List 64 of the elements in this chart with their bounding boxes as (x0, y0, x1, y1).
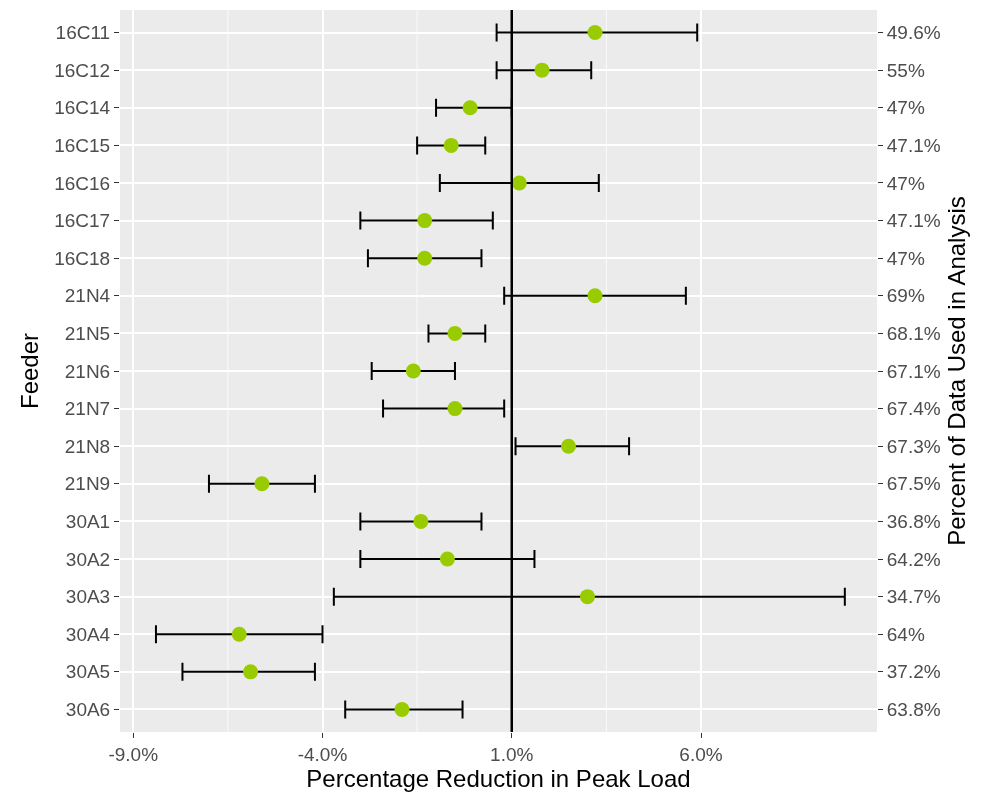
y2-tick-label: 67.3% (886, 435, 941, 457)
point (443, 137, 459, 153)
point (447, 401, 463, 417)
point (587, 288, 603, 304)
point (462, 100, 478, 116)
point (534, 62, 550, 78)
y2-axis-title: Percent of Data Used in Analysis (943, 196, 971, 546)
y-tick-label: 30A3 (65, 586, 111, 608)
point (439, 551, 455, 567)
y2-tick-label: 55% (886, 59, 925, 81)
y2-tick-label: 63.8% (886, 699, 941, 721)
y-tick-label: 21N5 (64, 323, 111, 345)
y-tick-label: 30A4 (65, 623, 111, 645)
y-tick-label: 21N8 (64, 435, 111, 457)
point (413, 513, 429, 529)
y2-tick-label: 67.5% (886, 473, 941, 495)
x-tick-label: -9.0% (108, 743, 159, 765)
y2-tick-label: 69% (886, 285, 925, 307)
point (587, 25, 603, 41)
point (405, 363, 421, 379)
y-axis-title: Feeder (16, 332, 44, 410)
y2-tick-label: 64% (886, 623, 925, 645)
point (417, 213, 433, 229)
y-tick-label: 21N4 (64, 285, 111, 307)
y2-tick-label: 34.7% (886, 586, 941, 608)
point (561, 438, 577, 454)
y2-tick-label: 47% (886, 247, 925, 269)
y-tick-label: 16C15 (54, 135, 111, 157)
y2-tick-label: 67.4% (886, 398, 941, 420)
y2-tick-label: 47.1% (886, 135, 941, 157)
point (394, 701, 410, 717)
x-tick-label: -4.0% (297, 743, 348, 765)
y-tick-label: 30A6 (65, 699, 111, 721)
point (579, 589, 595, 605)
y-tick-label: 21N6 (64, 360, 111, 382)
y-tick-label: 30A2 (65, 548, 111, 570)
y2-tick-label: 47% (886, 97, 925, 119)
point (447, 325, 463, 341)
point (417, 250, 433, 266)
y2-tick-label: 47.1% (886, 210, 941, 232)
y-tick-label: 16C12 (54, 59, 111, 81)
y2-tick-label: 68.1% (886, 323, 941, 345)
x-tick-label: 1.0% (490, 743, 534, 765)
y2-tick-label: 47% (886, 172, 925, 194)
y-tick-label: 30A5 (65, 661, 111, 683)
x-tick-label: 6.0% (679, 743, 723, 765)
y-tick-label: 21N7 (64, 398, 111, 420)
y2-tick-label: 64.2% (886, 548, 941, 570)
point (511, 175, 527, 191)
point (243, 664, 259, 680)
point (231, 626, 247, 642)
y-tick-label: 16C16 (54, 172, 111, 194)
y-tick-label: 16C11 (55, 22, 111, 44)
y2-tick-label: 49.6% (886, 22, 941, 44)
y2-tick-label: 37.2% (886, 661, 941, 683)
y2-tick-label: 36.8% (886, 511, 941, 533)
y-tick-label: 30A1 (65, 511, 111, 533)
y-tick-label: 16C17 (54, 210, 111, 232)
y-tick-label: 16C14 (54, 97, 111, 119)
x-axis-title: Percentage Reduction in Peak Load (306, 765, 691, 793)
y2-tick-label: 67.1% (886, 360, 941, 382)
point (254, 476, 270, 492)
y-tick-label: 16C18 (54, 247, 111, 269)
y-tick-label: 21N9 (64, 473, 111, 495)
